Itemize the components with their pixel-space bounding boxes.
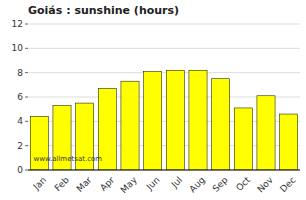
tick-label: 0 (17, 165, 23, 175)
tick-label: 2 (17, 141, 23, 151)
title: Goiás : sunshine (hours) (28, 4, 179, 17)
grid-line (28, 170, 300, 171)
annotation: www.allmetsat.com (33, 155, 102, 163)
grid-line (28, 48, 300, 49)
bar (144, 71, 162, 170)
bar (189, 70, 207, 170)
tick-label: Aug (187, 175, 207, 195)
tick-label: Feb (53, 175, 72, 194)
chart: Goiás : sunshine (hours)024681012JanFebM… (0, 0, 306, 200)
bar (257, 96, 275, 170)
tick-label: 8 (17, 68, 23, 78)
tick-label: Jan (31, 175, 49, 193)
tick-mark (25, 72, 28, 73)
tick-mark (25, 121, 28, 122)
tick-label: Oct (234, 175, 252, 193)
bar (121, 81, 139, 170)
tick-label: Apr (98, 175, 116, 193)
bar (166, 70, 184, 170)
tick-mark (25, 170, 28, 171)
tick-label: Mar (75, 175, 94, 194)
tick-mark (25, 97, 28, 98)
x-axis: JanFebMarAprMayJun JulAugSepOctNovDec (31, 174, 298, 195)
tick-label: 10 (12, 43, 24, 53)
tick-label: 12 (12, 19, 23, 29)
tick-mark (25, 145, 28, 146)
bar (234, 108, 252, 170)
x-axis-line (28, 170, 300, 171)
tick-label: May (119, 174, 140, 195)
tick-mark (25, 48, 28, 49)
tick-label: Sep (211, 175, 230, 194)
y-axis: 0 2 4 6 8 10 12 (12, 19, 300, 175)
tick-label: Jul (169, 175, 184, 190)
bars (30, 70, 297, 170)
tick-label: Nov (255, 174, 275, 194)
bar (212, 79, 230, 170)
grid-line (28, 24, 300, 25)
tick-label: Dec (278, 175, 297, 194)
tick-mark (25, 24, 28, 25)
tick-label: Jun (144, 175, 162, 193)
tick-label: 4 (17, 116, 23, 126)
tick-label: 6 (17, 92, 23, 102)
bar (280, 114, 298, 170)
grid-line (28, 72, 300, 73)
